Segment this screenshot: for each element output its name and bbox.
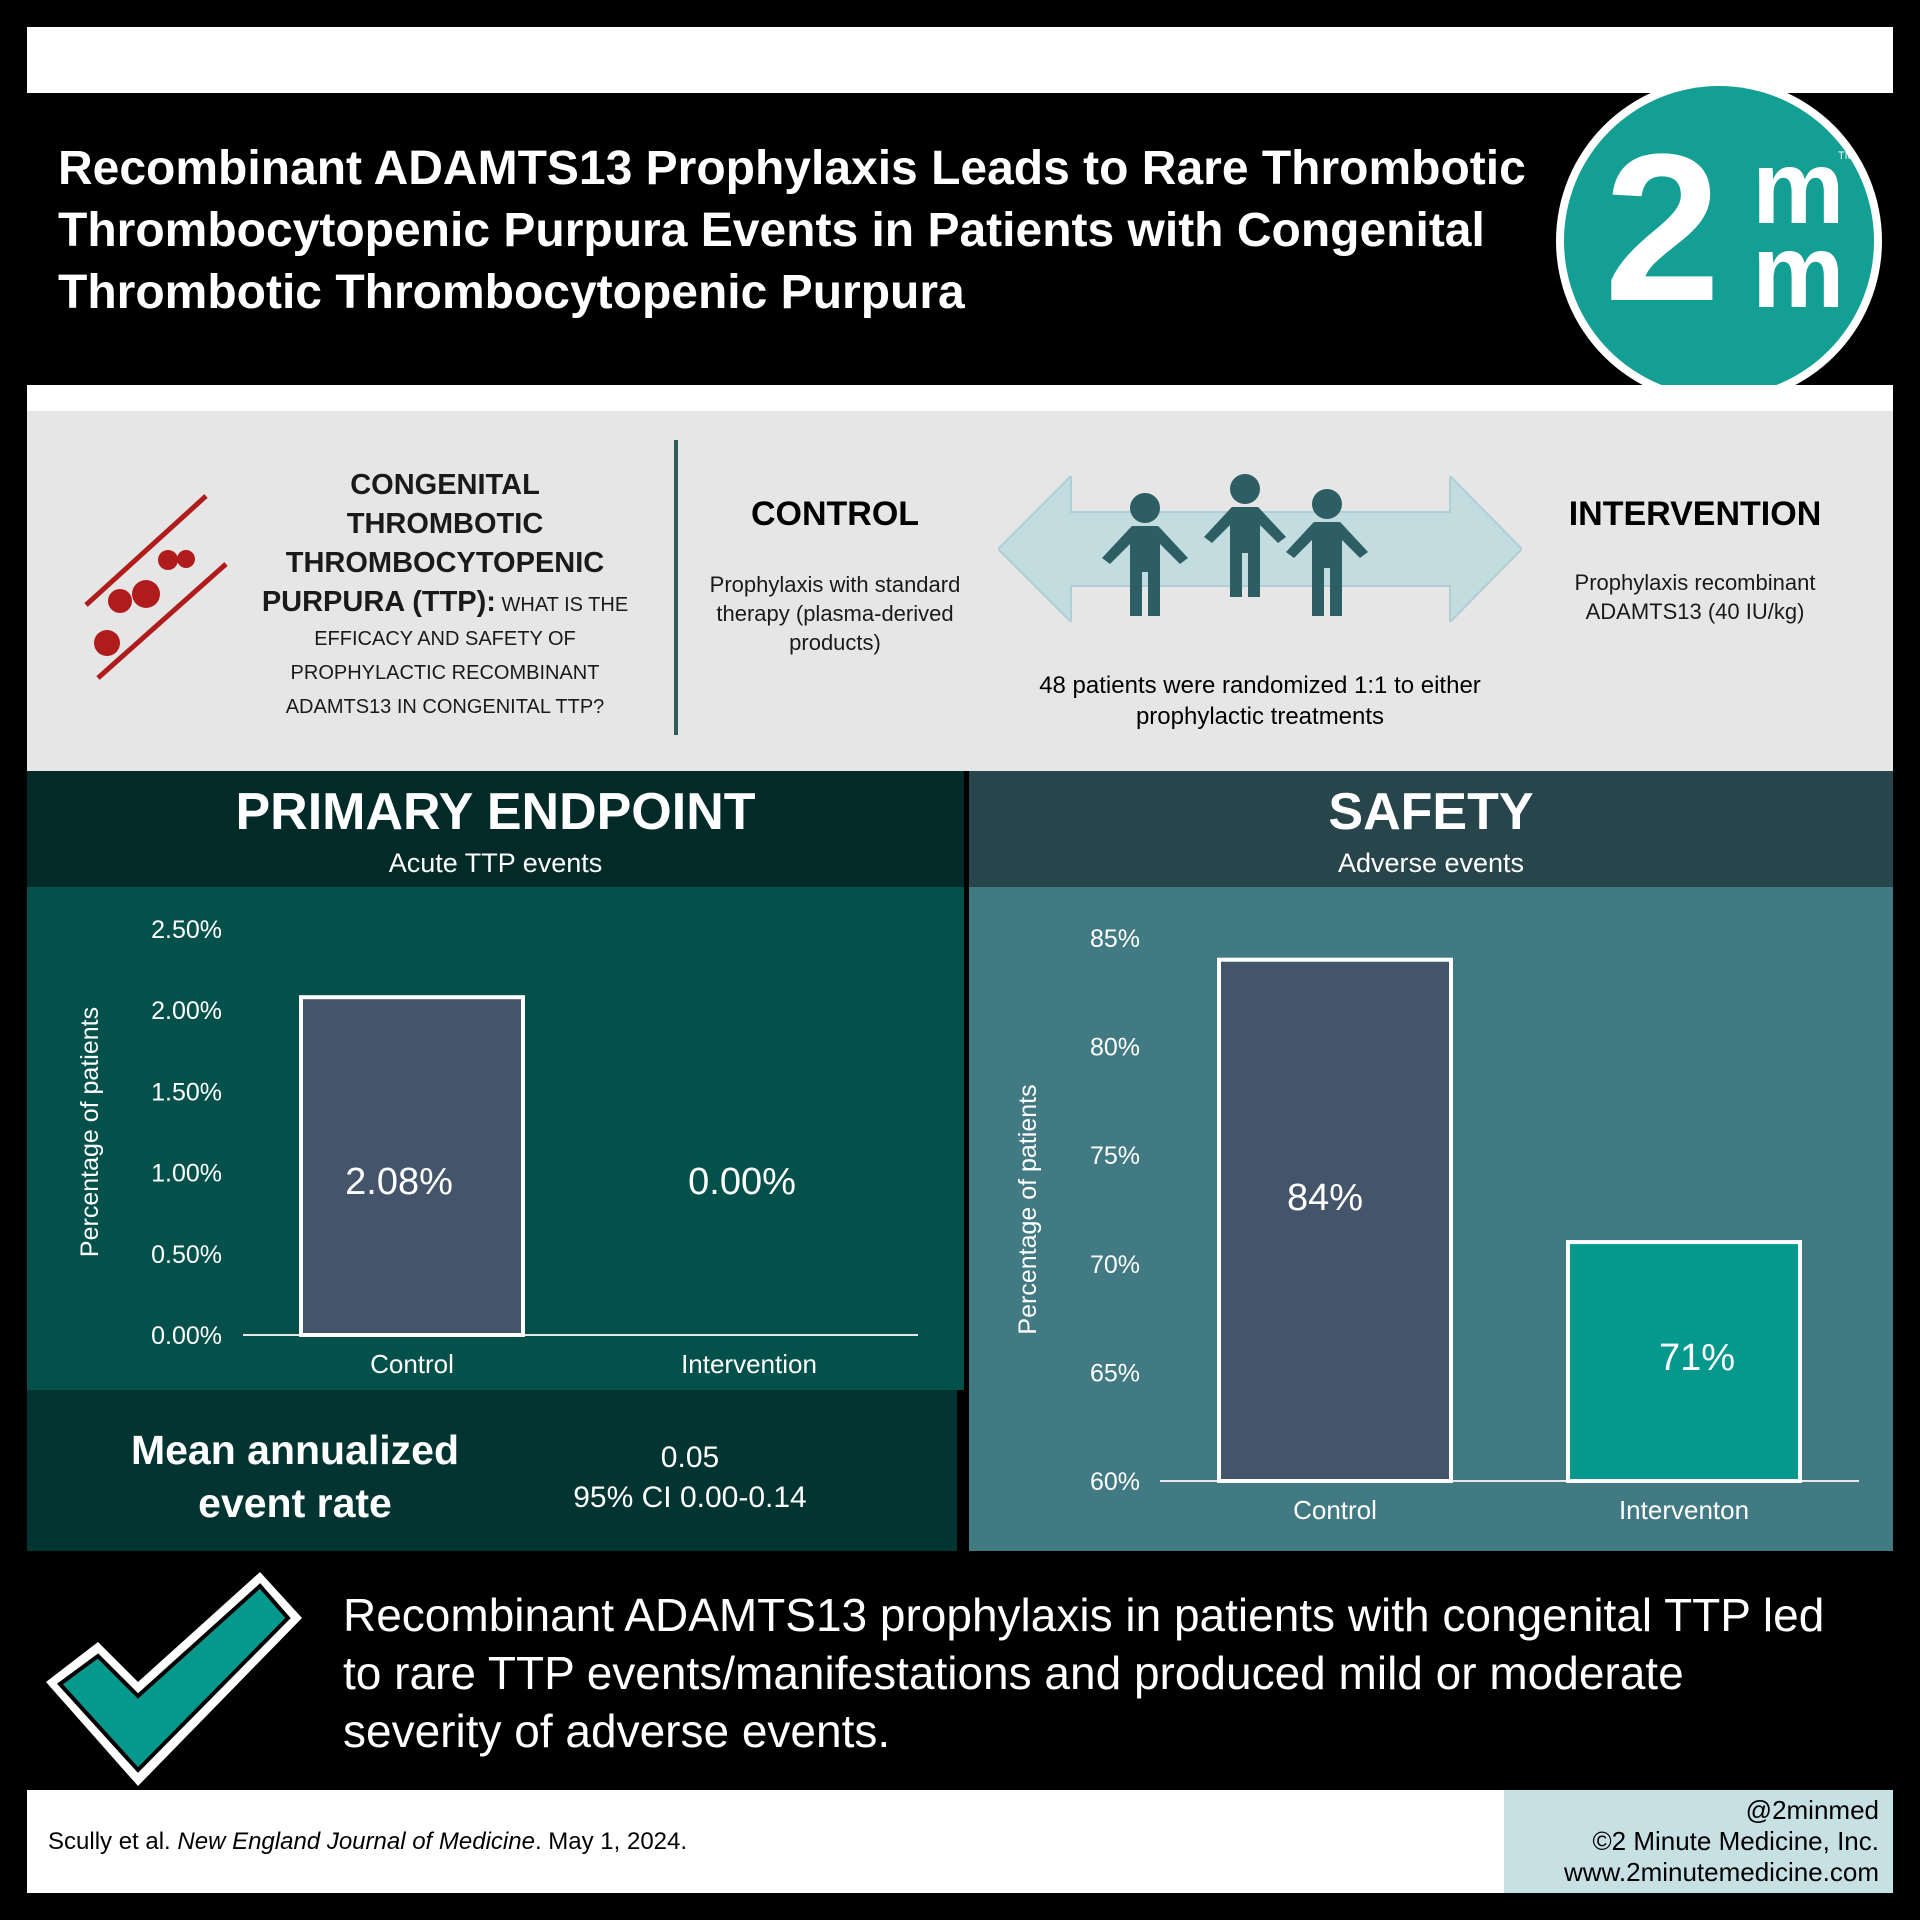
data-label: 2.08% (345, 1161, 453, 1203)
top-strip (27, 27, 1893, 93)
conclusion-box (105, 1562, 1893, 1790)
bar-interventon (1566, 1240, 1802, 1483)
y-tick-label: 2.50% (151, 916, 222, 944)
randomization-text: 48 patients were randomized 1:1 to eithe… (1039, 672, 1481, 730)
logo-letter-top: m (1752, 130, 1845, 246)
conclusion-text: Recombinant ADAMTS13 prophylaxis in pati… (343, 1589, 1825, 1757)
mean-annualized-rate-label: Mean annualized event rate (130, 1427, 460, 1526)
control-heading: CONTROL (750, 495, 920, 533)
copyright: ©2 Minute Medicine, Inc. (1592, 1826, 1879, 1856)
bar-control (1217, 957, 1453, 1484)
primary-endpoint-chart: 0.00% 0.50% 1.00% 1.50% 2.00% 2.50% Percentage… (76, 916, 918, 1379)
blood-vessel-icon (84, 494, 228, 680)
y-tick-label: 2.00% (151, 997, 222, 1025)
event-rate-box (27, 1390, 957, 1551)
rate-estimate: 0.05 (660, 1441, 720, 1474)
credits: @2minmed ©2 Minute Medicine, Inc. www.2m… (1504, 1795, 1879, 1888)
y-tick-label: 60% (1090, 1468, 1140, 1496)
y-axis-label: Percentage of patients (1014, 1084, 1042, 1334)
people-icon (1102, 474, 1368, 616)
section-divider (674, 440, 678, 735)
x-tick-label: Interventon (1619, 1495, 1749, 1525)
rate-confidence-interval: 95% CI 0.00-0.14 (573, 1481, 807, 1514)
y-tick-label: 75% (1090, 1142, 1140, 1170)
y-tick-label: 0.00% (151, 1322, 222, 1350)
y-axis-label: Percentage of patients (76, 1007, 104, 1257)
credit-box (1504, 1790, 1893, 1893)
checkmark-icon (46, 1572, 302, 1786)
twitter-handle: @2minmed (1745, 1795, 1879, 1825)
study-design-section (27, 411, 1893, 771)
white-band (27, 385, 1893, 411)
safety-chart: 60% 65% 70% 75% 80% 85% Percentage of patients… (1014, 925, 1859, 1525)
y-tick-label: 65% (1090, 1359, 1140, 1387)
safety-subtitle: Adverse events (1337, 848, 1525, 878)
study-question: CONGENITAL THROMBOTIC THROMBOCYTOPENIC P… (255, 466, 635, 724)
y-tick-label: 1.00% (151, 1160, 222, 1188)
y-tick-label: 0.50% (151, 1241, 222, 1269)
primary-endpoint-title: PRIMARY ENDPOINT (235, 783, 756, 841)
page-title: Recombinant ADAMTS13 Prophylaxis Leads t… (58, 142, 1526, 319)
citation-authors: Scully et al. (48, 1828, 178, 1855)
logo-circle (1564, 86, 1874, 396)
primary-endpoint-header (27, 771, 964, 887)
logo-number: 2 (1604, 110, 1721, 345)
safety-title: SAFETY (1328, 783, 1534, 841)
data-label: 0.00% (688, 1161, 796, 1203)
logo-trademark: TM (1838, 150, 1854, 162)
x-tick-label: Intervention (681, 1349, 817, 1379)
website-link[interactable]: www.2minutemedicine.com (1563, 1857, 1879, 1887)
intervention-heading: INTERVENTION (1568, 495, 1822, 533)
citation-date: . May 1, 2024. (534, 1828, 688, 1855)
primary-endpoint-subtitle: Acute TTP events (388, 848, 603, 878)
y-tick-label: 1.50% (151, 1078, 222, 1106)
mean-annualized-rate-value: 0.05 95% CI 0.00-0.14 (540, 1438, 840, 1518)
y-tick-label: 85% (1090, 925, 1140, 953)
safety-header (969, 771, 1893, 887)
logo-letter-bottom: m (1752, 214, 1845, 330)
x-tick-label: Control (1293, 1495, 1377, 1525)
y-tick-label: 80% (1090, 1034, 1140, 1062)
x-tick-label: Control (370, 1349, 454, 1379)
citation: Scully et al. New England Journal of Med… (48, 1828, 687, 1856)
intervention-description: Prophylaxis recombinant ADAMTS13 (40 IU/… (1574, 570, 1816, 624)
data-label: 84% (1287, 1177, 1363, 1219)
citation-journal: New England Journal of Medicine (177, 1828, 535, 1855)
y-tick-label: 70% (1090, 1251, 1140, 1279)
bar-control (299, 995, 525, 1337)
question-topic: CONGENITAL THROMBOTIC THROMBOCYTOPENIC P… (261, 469, 605, 618)
data-label: 71% (1659, 1337, 1735, 1379)
question-text: WHAT IS THE EFFICACY AND SAFETY OF PROPH… (285, 594, 629, 718)
control-description: Prophylaxis with standard therapy (plasm… (709, 572, 961, 655)
